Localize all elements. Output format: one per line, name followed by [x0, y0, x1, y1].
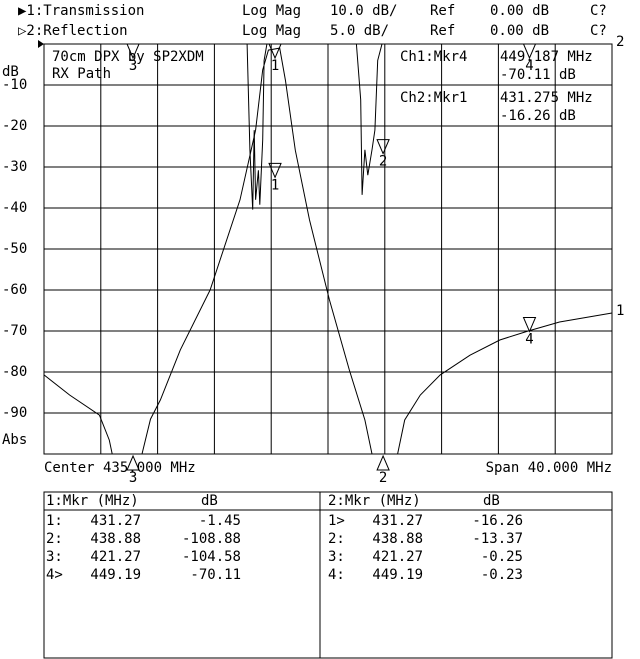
y-tick-label: -70	[2, 323, 27, 339]
marker	[522, 43, 537, 60]
marker	[376, 454, 390, 471]
table-header: dB	[201, 493, 218, 509]
y-tick-label: -30	[2, 159, 27, 175]
marker	[126, 43, 140, 60]
channel-header: 5.0 dB/	[330, 23, 389, 39]
y-tick-label: -90	[2, 405, 27, 421]
table-cell: 3:	[328, 549, 345, 565]
format-label: Abs	[2, 432, 27, 448]
marker-readout: Ch1:Mkr4	[400, 49, 467, 65]
table-cell: 438.88	[90, 531, 141, 547]
marker-readout: 449.187 MHz	[500, 49, 593, 65]
y-tick-label: -50	[2, 241, 27, 257]
table-cell: 4:	[328, 567, 345, 583]
channel-header: C?	[590, 3, 607, 19]
marker-label: 4	[525, 331, 533, 347]
table-cell: 438.88	[372, 531, 423, 547]
channel-header: ▷2:Reflection	[18, 23, 128, 39]
channel-header: Ref	[430, 3, 455, 19]
y-tick-label: -20	[2, 118, 27, 134]
channel-header: 0.00 dB	[490, 3, 549, 19]
table-cell: -13.37	[472, 531, 523, 547]
marker	[126, 454, 140, 471]
table-cell: 4>	[46, 567, 63, 583]
trace-end-label: 2	[616, 34, 624, 50]
table-cell: 421.27	[90, 549, 141, 565]
marker-readout: -16.26 dB	[500, 108, 576, 124]
table-header: 2:Mkr (MHz)	[328, 493, 421, 509]
center-label: Center 435.000 MHz	[44, 460, 196, 476]
marker	[268, 43, 282, 60]
table-cell: 3:	[46, 549, 63, 565]
y-tick-label: -40	[2, 200, 27, 216]
span-label: Span 40.000 MHz	[486, 460, 612, 476]
annotation: 70cm DPX by SP2XDM	[52, 49, 204, 65]
table-cell: 2:	[46, 531, 63, 547]
table-cell: 449.19	[90, 567, 141, 583]
marker-readout: -70.11 dB	[500, 67, 576, 83]
table-cell: 449.19	[372, 567, 423, 583]
channel-header: C?	[590, 23, 607, 39]
marker	[376, 139, 390, 155]
marker	[268, 162, 282, 179]
table-cell: 431.27	[90, 513, 141, 529]
y-tick-label: -80	[2, 364, 27, 380]
marker-label: 1	[271, 58, 279, 74]
table-cell: -108.88	[182, 531, 241, 547]
channel-header: 0.00 dB	[490, 23, 549, 39]
y-tick-label: -10	[2, 77, 27, 93]
channel-header: Log Mag	[242, 23, 301, 39]
table-cell: 2:	[328, 531, 345, 547]
table-cell: -70.11	[190, 567, 241, 583]
marker-table-frame	[43, 491, 613, 659]
table-cell: 421.27	[372, 549, 423, 565]
marker-label: 2	[379, 154, 387, 170]
channel-header: Log Mag	[242, 3, 301, 19]
table-header: 1:Mkr (MHz)	[46, 493, 139, 509]
channel-header: ▶1:Transmission	[18, 3, 144, 19]
table-cell: -1.45	[199, 513, 241, 529]
table-cell: -0.25	[481, 549, 523, 565]
table-header: dB	[483, 493, 500, 509]
marker	[522, 316, 537, 333]
marker-label: 2	[379, 470, 387, 486]
marker-readout: Ch2:Mkr1	[400, 90, 467, 106]
ref-arrow	[38, 40, 44, 48]
marker-readout: 431.275 MHz	[500, 90, 593, 106]
table-cell: -16.26	[472, 513, 523, 529]
marker-label: 3	[129, 58, 137, 74]
table-cell: 1>	[328, 513, 345, 529]
annotation: RX Path	[52, 66, 111, 82]
channel-header: 10.0 dB/	[330, 3, 397, 19]
trace	[43, 47, 613, 455]
table-cell: 431.27	[372, 513, 423, 529]
table-cell: -0.23	[481, 567, 523, 583]
table-cell: -104.58	[182, 549, 241, 565]
y-unit: dB	[2, 64, 19, 80]
marker-label: 3	[129, 470, 137, 486]
marker-label: 4	[525, 58, 533, 74]
y-tick-label: -60	[2, 282, 27, 298]
channel-header: Ref	[430, 23, 455, 39]
marker-label: 1	[271, 177, 279, 193]
trace-end-label: 1	[616, 303, 624, 319]
table-cell: 1:	[46, 513, 63, 529]
